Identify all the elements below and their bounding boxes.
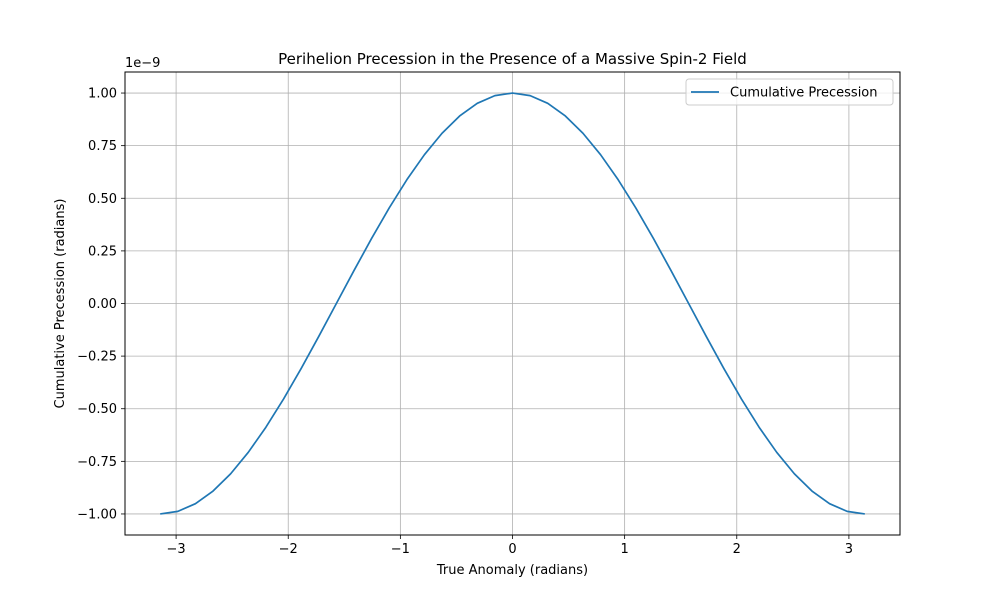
y-tick-label: 0.25 (88, 244, 117, 259)
x-tick-label: −3 (167, 542, 186, 557)
x-tick-label: 0 (508, 542, 516, 557)
x-tick-label: −2 (279, 542, 298, 557)
y-tick-label: −0.25 (77, 350, 117, 365)
y-tick-label: 0.00 (88, 297, 117, 312)
legend: Cumulative Precession (685, 78, 894, 106)
y-axis-label: Cumulative Precession (radians) (53, 199, 68, 409)
legend-label: Cumulative Precession (730, 86, 878, 101)
y-tick-label: 0.75 (88, 139, 117, 154)
ticks: −3 −2 −1 0 1 2 3 −1.00 −0.75 −0.50 −0.25 0.00 0.25 0.… (77, 87, 853, 557)
grid (125, 72, 900, 535)
y-axis-offset-label: 1e−9 (125, 56, 160, 71)
series-layer (160, 92, 865, 515)
x-tick-label: 3 (845, 542, 853, 557)
y-tick-label: 0.50 (88, 192, 117, 207)
x-axis-label: True Anomaly (radians) (436, 563, 588, 578)
legend-box (685, 78, 894, 106)
x-tick-label: −1 (391, 542, 410, 557)
y-tick-label: −1.00 (77, 507, 117, 522)
x-tick-label: 2 (733, 542, 741, 557)
x-tick-label: 1 (620, 542, 628, 557)
chart-title: Perihelion Precession in the Presence of… (278, 50, 747, 68)
y-tick-label: −0.75 (77, 455, 117, 470)
series-line (160, 92, 865, 515)
y-tick-label: 1.00 (88, 87, 117, 102)
y-tick-label: −0.50 (77, 402, 117, 417)
